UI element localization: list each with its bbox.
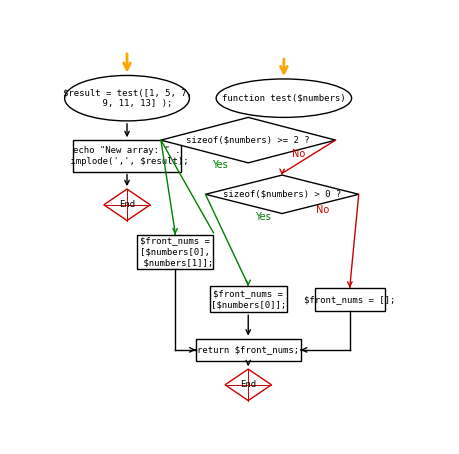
- FancyBboxPatch shape: [136, 235, 213, 270]
- Text: echo "New array: " .
 implode(',', $result);: echo "New array: " . implode(',', $resul…: [65, 146, 189, 166]
- Text: sizeof($numbers) > 0 ?: sizeof($numbers) > 0 ?: [223, 190, 341, 199]
- Polygon shape: [205, 175, 358, 213]
- Text: $front_nums =
[$numbers[0],
 $numbers[1]];: $front_nums = [$numbers[0], $numbers[1]]…: [137, 237, 213, 267]
- Text: No: No: [291, 149, 304, 159]
- Text: $front_nums =
[$numbers[0]];: $front_nums = [$numbers[0]];: [210, 289, 285, 309]
- Text: return $front_nums;: return $front_nums;: [197, 345, 299, 355]
- Text: $result = test([1, 5, 7,
    9, 11, 13] );: $result = test([1, 5, 7, 9, 11, 13] );: [62, 88, 191, 108]
- Polygon shape: [224, 369, 271, 400]
- Polygon shape: [104, 189, 150, 221]
- Ellipse shape: [64, 75, 189, 121]
- FancyBboxPatch shape: [314, 288, 384, 311]
- Text: Yes: Yes: [254, 212, 270, 222]
- Text: No: No: [316, 205, 329, 215]
- Ellipse shape: [216, 79, 351, 118]
- Text: sizeof($numbers) >= 2 ?: sizeof($numbers) >= 2 ?: [186, 136, 309, 145]
- Polygon shape: [161, 118, 335, 163]
- FancyBboxPatch shape: [195, 339, 300, 361]
- FancyBboxPatch shape: [73, 140, 181, 172]
- Text: Yes: Yes: [212, 160, 227, 170]
- Text: function test($numbers): function test($numbers): [222, 94, 345, 103]
- Text: End: End: [240, 380, 256, 390]
- Text: $front_nums = [];: $front_nums = [];: [303, 295, 395, 304]
- Text: End: End: [119, 200, 135, 209]
- FancyBboxPatch shape: [209, 286, 286, 312]
